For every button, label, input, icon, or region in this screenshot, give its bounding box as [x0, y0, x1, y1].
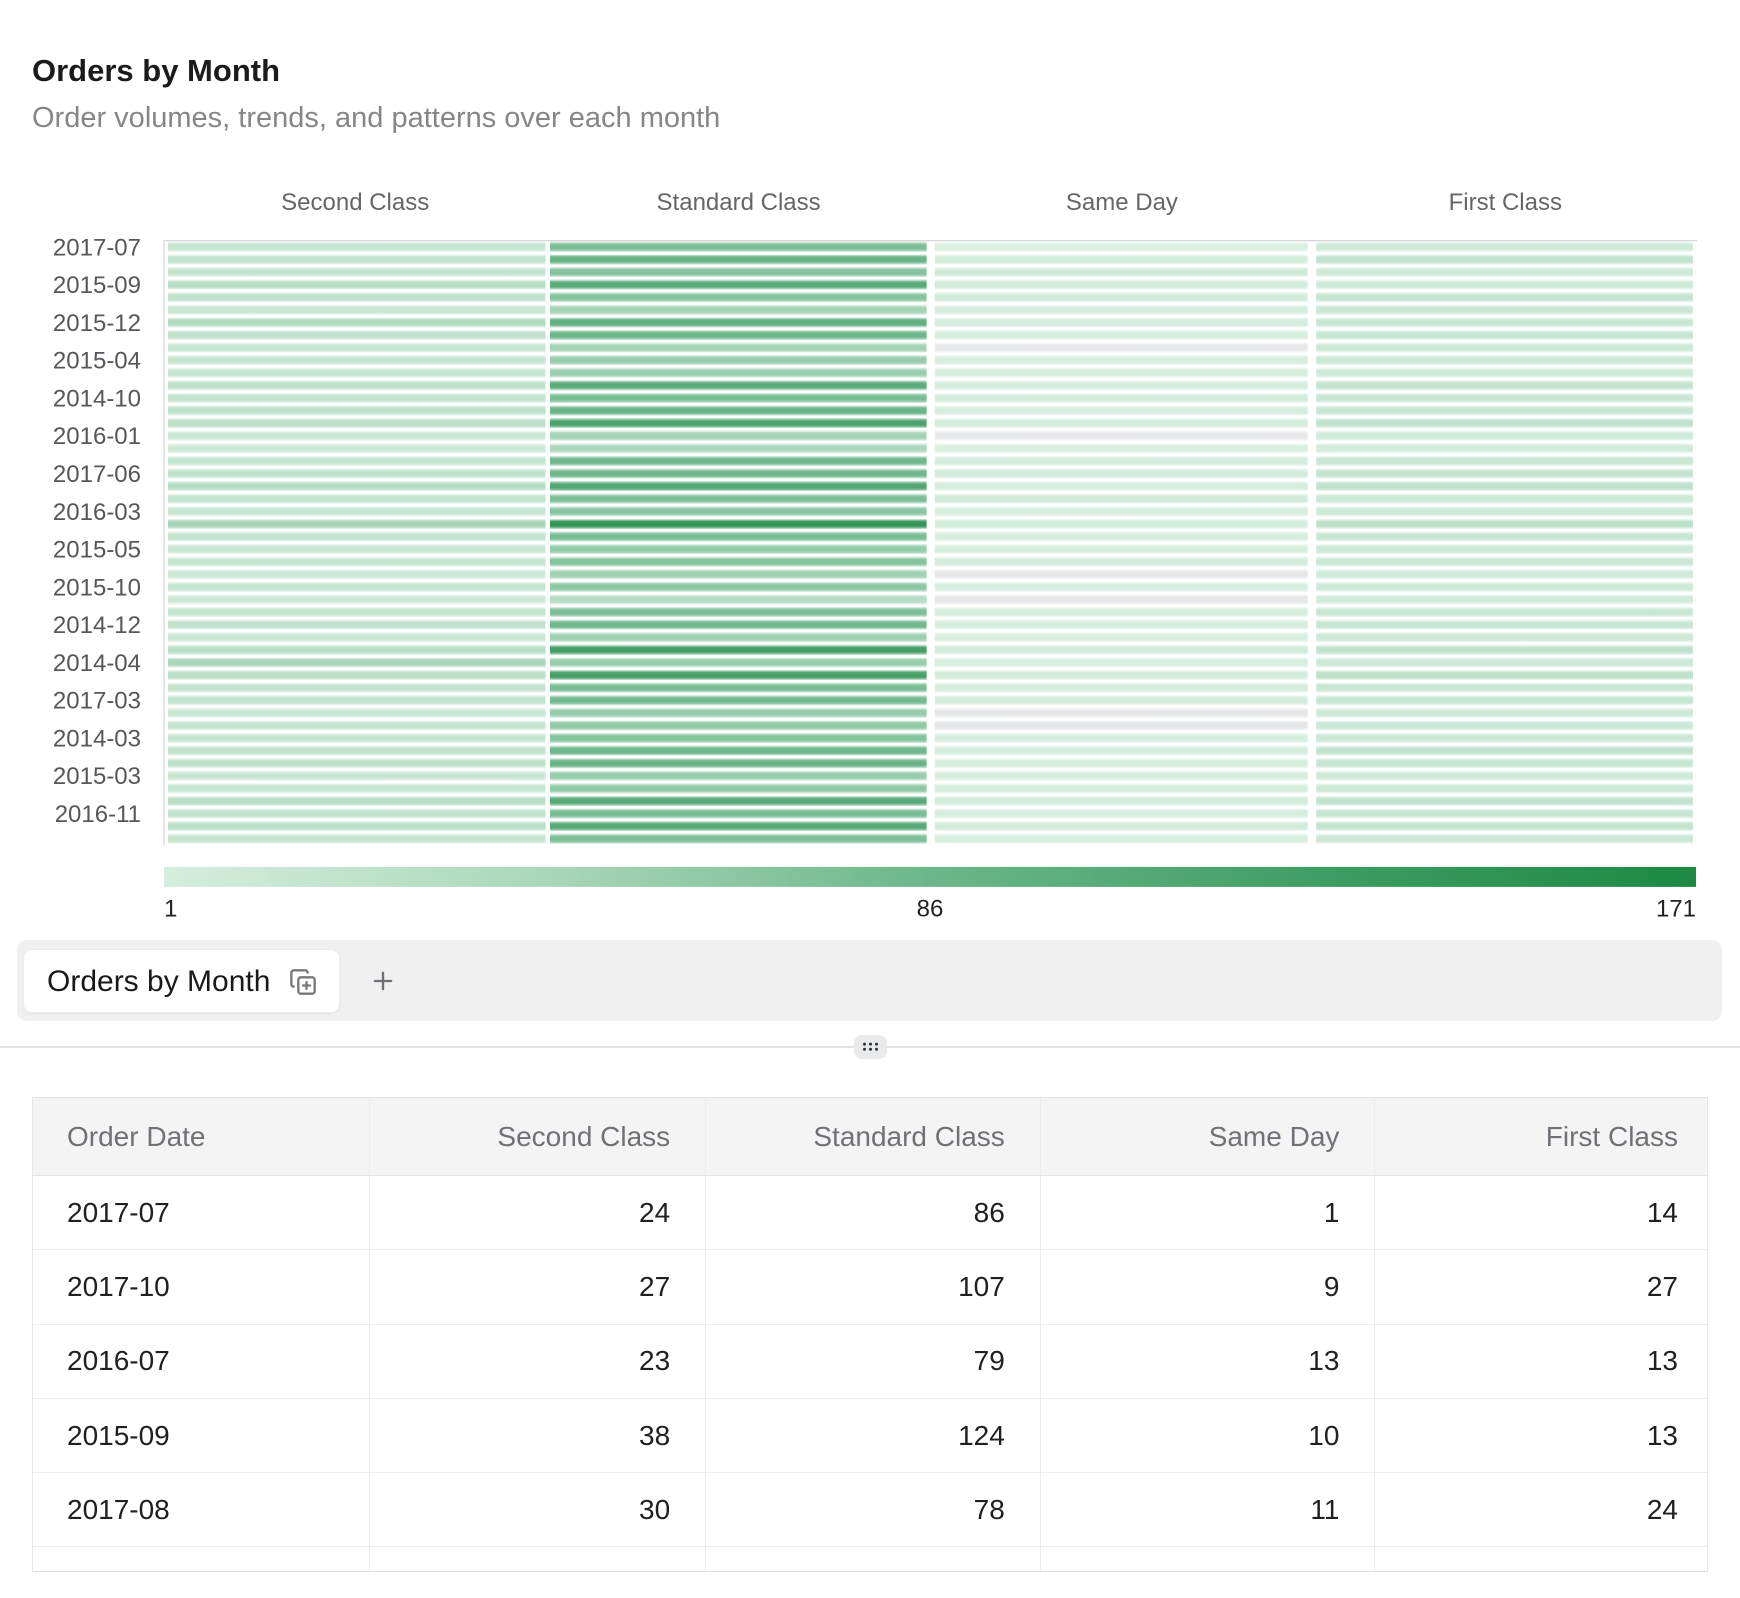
svg-text:2016-03: 2016-03: [53, 499, 141, 526]
svg-text:2014-04: 2014-04: [53, 650, 141, 677]
svg-text:Second Class: Second Class: [281, 189, 429, 216]
svg-text:1: 1: [164, 896, 177, 923]
svg-text:2015-09: 2015-09: [53, 272, 141, 299]
svg-text:2017-07: 2017-07: [53, 234, 141, 261]
svg-text:2015-12: 2015-12: [53, 310, 141, 337]
svg-text:2014-12: 2014-12: [53, 612, 141, 639]
svg-text:2015-03: 2015-03: [53, 763, 141, 790]
svg-text:First Class: First Class: [1449, 189, 1562, 216]
svg-text:2015-05: 2015-05: [53, 537, 141, 564]
svg-text:2016-01: 2016-01: [53, 423, 141, 450]
svg-text:Standard Class: Standard Class: [657, 189, 821, 216]
svg-text:Same Day: Same Day: [1066, 189, 1178, 216]
svg-text:2015-10: 2015-10: [53, 574, 141, 601]
svg-text:86: 86: [917, 896, 944, 923]
svg-text:171: 171: [1656, 896, 1696, 923]
svg-text:2014-10: 2014-10: [53, 385, 141, 412]
svg-text:2014-03: 2014-03: [53, 726, 141, 753]
svg-text:2017-06: 2017-06: [53, 461, 141, 488]
svg-text:2017-03: 2017-03: [53, 688, 141, 715]
svg-text:2015-04: 2015-04: [53, 348, 141, 375]
svg-text:2016-11: 2016-11: [55, 801, 141, 828]
